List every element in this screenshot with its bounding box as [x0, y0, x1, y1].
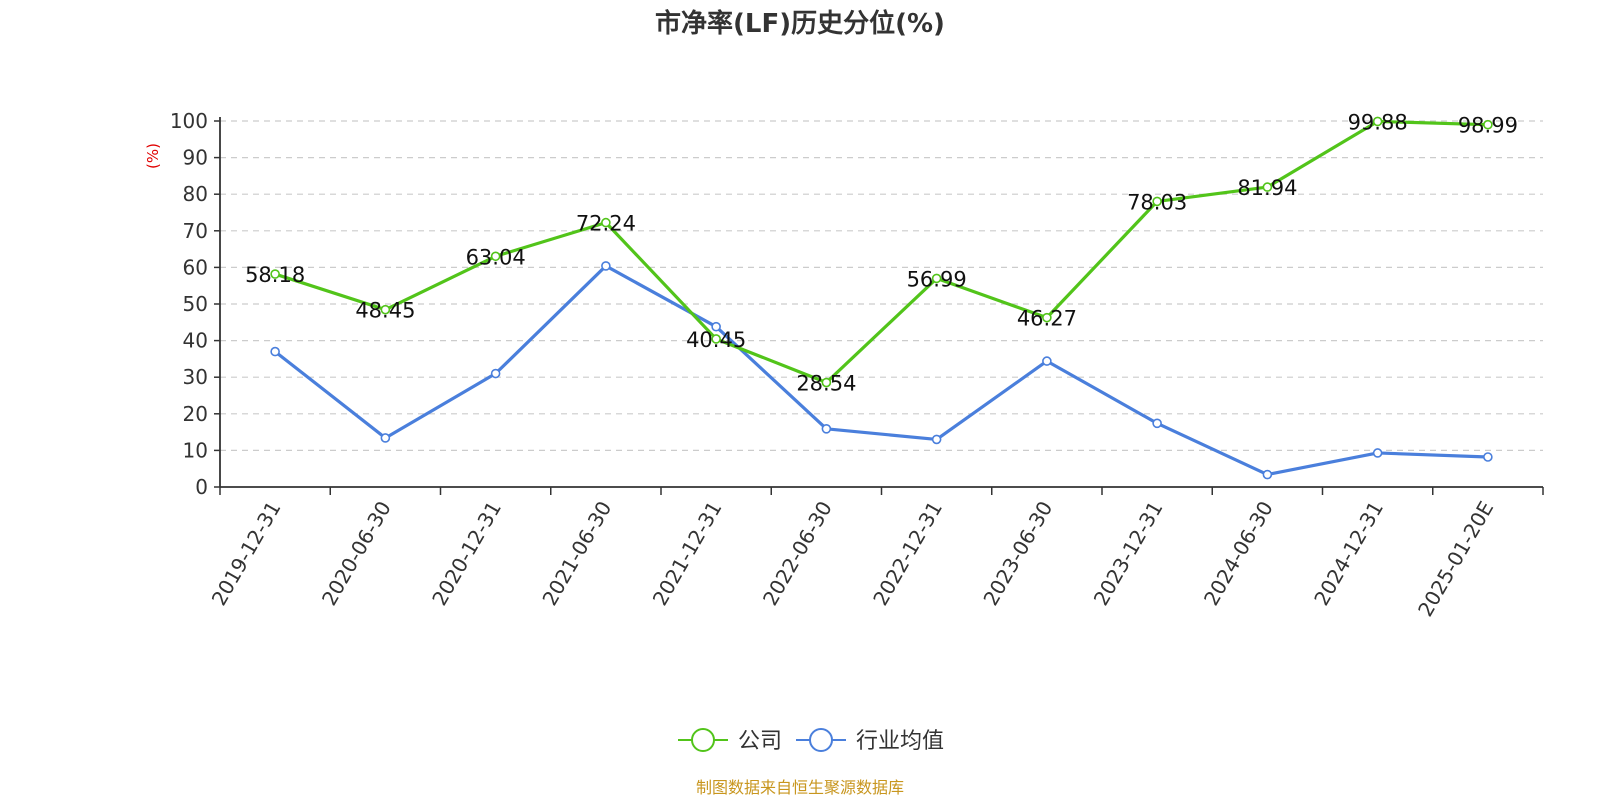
data-point: [711, 334, 721, 344]
series-line: [274, 119, 1488, 385]
y-tick-label: 70: [183, 219, 208, 243]
y-tick-label: 40: [183, 329, 208, 353]
data-labels: 58.18 48.45 63.04 72.24 40.45 28.54 56.99 46.27…: [245, 110, 1518, 395]
x-tick-label: 2022-06-30: [758, 497, 837, 610]
y-tick-label: 50: [183, 292, 208, 316]
x-tick-label: 2023-06-30: [978, 497, 1057, 610]
legend-marker-icon: [809, 728, 833, 752]
data-label: 98.99: [1458, 114, 1518, 138]
data-point: [821, 424, 832, 434]
y-tick-label: 100: [170, 109, 208, 133]
data-label: 99.88: [1348, 110, 1408, 134]
data-label: 56.99: [907, 267, 967, 291]
data-point: [1042, 356, 1052, 366]
y-tick-label: 30: [183, 365, 208, 389]
data-label: 72.24: [576, 212, 636, 236]
data-point: [1372, 116, 1383, 127]
chart-title: 市净率(LF)历史分位(%): [655, 8, 945, 39]
y-tick-label: 0: [195, 475, 208, 499]
y-axis-label: (%): [144, 143, 162, 169]
source-note: 制图数据来自恒生聚源数据库: [696, 778, 904, 797]
y-tick-label: 80: [183, 182, 208, 206]
x-tick-label: 2019-12-31: [207, 497, 286, 610]
x-tick-label: 2022-12-31: [868, 497, 947, 610]
data-point: [490, 368, 501, 379]
data-label: 58.18: [245, 263, 305, 287]
data-point: [931, 273, 942, 284]
data-label: 28.54: [796, 372, 856, 396]
data-point: [1262, 182, 1273, 192]
legend-marker-icon: [691, 728, 715, 752]
y-tick-label: 10: [183, 438, 208, 462]
data-point: [270, 346, 280, 357]
legend-label: 行业均值: [856, 729, 944, 754]
data-label: 46.27: [1017, 307, 1077, 331]
data-point: [490, 251, 501, 262]
data-point: [1152, 196, 1162, 207]
data-point: [380, 304, 391, 315]
data-point: [380, 433, 391, 443]
legend-item[interactable]: 行业均值: [796, 728, 944, 754]
series-layer: [270, 116, 1493, 480]
data-point: [1262, 469, 1273, 480]
data-point: [601, 261, 611, 271]
x-tick-label: 2020-12-31: [427, 497, 506, 610]
data-point: [270, 269, 280, 279]
grid: [220, 120, 1543, 451]
data-point: [1042, 312, 1052, 323]
x-tick-label: 2023-12-31: [1089, 497, 1168, 610]
y-tick-label: 60: [183, 255, 208, 279]
data-point: [711, 321, 721, 332]
data-label: 78.03: [1127, 190, 1187, 214]
data-label: 63.04: [466, 245, 526, 269]
x-tick-label: 2024-12-31: [1309, 497, 1388, 610]
data-point: [1372, 448, 1383, 458]
legend-label: 公司: [738, 729, 782, 754]
data-point: [931, 434, 942, 445]
data-label: 81.94: [1237, 176, 1297, 200]
y-tick-label: 20: [183, 402, 208, 426]
data-label: 48.45: [355, 299, 415, 323]
data-point: [601, 217, 611, 228]
series-line: [274, 264, 1488, 477]
data-point: [1483, 452, 1493, 462]
axes: 0 10 20 30 40 50 60 70 80 90 100 2019-12-31 2020-06-…: [170, 109, 1544, 621]
x-tick-label: 2021-12-31: [648, 497, 727, 610]
data-point: [821, 377, 832, 388]
legend: 公司 行业均值: [678, 728, 944, 754]
x-tick-label: 2021-06-30: [537, 497, 616, 610]
x-tick-label: 2025-01-20E: [1413, 497, 1498, 621]
y-tick-label: 90: [183, 146, 208, 170]
data-point: [1483, 119, 1493, 130]
data-point: [1152, 418, 1162, 429]
x-tick-label: 2020-06-30: [317, 497, 396, 610]
x-tick-label: 2024-06-30: [1199, 497, 1278, 610]
legend-item[interactable]: 公司: [678, 728, 782, 754]
data-label: 40.45: [686, 328, 746, 352]
